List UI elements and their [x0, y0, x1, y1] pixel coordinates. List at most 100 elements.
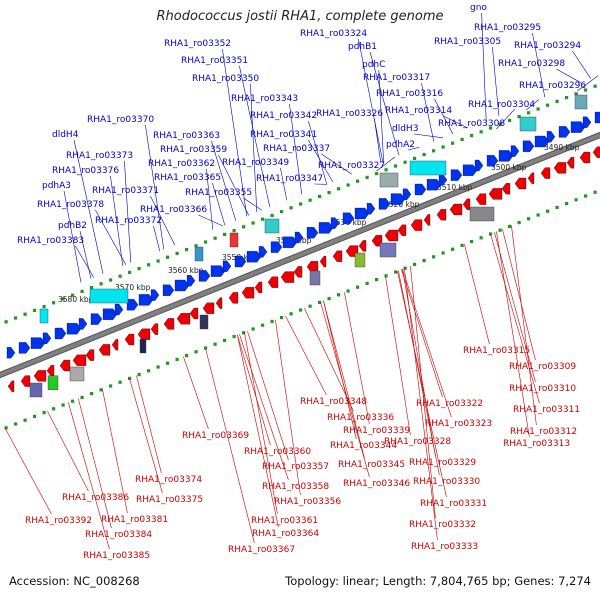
reverse-gene-label: RHA1_ro03358	[262, 482, 329, 492]
homolog-block	[229, 232, 239, 248]
tick-dot-lower	[346, 289, 350, 293]
forward-gene-arrow	[582, 116, 592, 128]
homolog-block	[469, 206, 495, 222]
tick-dot-lower	[527, 217, 531, 221]
reverse-gene-arrow	[267, 276, 279, 288]
reverse-gene-arrow	[527, 172, 535, 184]
tick-dot-upper	[289, 206, 293, 210]
reverse-gene-label: RHA1_ro03369	[182, 431, 249, 441]
topology-text: Topology: linear; Length: 7,804,765 bp; …	[285, 574, 591, 588]
tick-dot-lower	[270, 319, 274, 323]
tick-dot-upper	[441, 145, 445, 149]
reverse-gene-label: RHA1_ro03385	[83, 551, 150, 561]
forward-gene-label: RHA1_ro03349	[222, 158, 289, 168]
tick-dot-upper	[546, 103, 550, 107]
map-title: Rhodococcus jostii RHA1, complete genome	[156, 9, 444, 24]
forward-gene-leader	[95, 209, 127, 265]
forward-gene-label: RHA1_ro03327	[318, 161, 385, 171]
forward-gene-label: RHA1_ro03352	[164, 39, 231, 49]
tick-dot-upper	[422, 153, 426, 157]
forward-gene-leader	[376, 156, 395, 172]
reverse-gene-label: RHA1_ro03332	[409, 520, 476, 530]
forward-gene-leader	[308, 120, 328, 185]
tick-dot-lower	[508, 224, 512, 228]
forward-gene-arrow	[126, 299, 139, 311]
forward-gene-label: dldH4	[52, 130, 79, 140]
reverse-gene-label: RHA1_ro03348	[300, 397, 367, 407]
forward-gene-arrow	[150, 289, 160, 301]
tick-dot-upper	[318, 194, 322, 198]
reverse-gene-arrow	[72, 354, 87, 366]
forward-gene-leader	[280, 167, 288, 201]
forward-gene-arrow	[54, 327, 67, 340]
reverse-gene-arrow	[163, 318, 175, 330]
forward-gene-label: RHA1_ro03383	[17, 236, 84, 246]
forward-gene-label: pdhB2	[58, 221, 87, 231]
homolog-block	[574, 94, 588, 110]
forward-gene-leader	[110, 175, 124, 266]
forward-gene-arrow	[174, 279, 190, 292]
homolog-block	[69, 366, 85, 382]
forward-gene-arrow	[138, 294, 154, 306]
forward-gene-arrow	[78, 318, 88, 330]
reverse-gene-label: RHA1_ro03360	[244, 447, 311, 457]
tick-dot-upper	[118, 274, 122, 278]
tick-label: 3520 kbp	[384, 200, 420, 209]
forward-gene-label: RHA1_ro03308	[438, 119, 505, 129]
forward-gene-leader	[150, 195, 176, 246]
reverse-gene-arrow	[293, 266, 303, 278]
homolog-block	[139, 338, 147, 354]
forward-gene-leader	[577, 75, 599, 92]
forward-gene-leader	[321, 153, 352, 175]
forward-gene-arrow	[18, 342, 31, 354]
reverse-gene-leader	[323, 300, 365, 459]
reverse-gene-label: RHA1_ro03381	[101, 515, 168, 525]
tick-dot-lower	[375, 278, 379, 282]
tick-dot-upper	[508, 118, 512, 122]
reverse-gene-label: RHA1_ro03330	[413, 477, 480, 487]
reverse-gene-leader	[494, 232, 536, 383]
tick-dot-upper	[42, 305, 46, 309]
forward-gene-arrow	[306, 227, 319, 239]
tick-dot-lower	[460, 243, 464, 247]
reverse-gene-arrow	[111, 339, 119, 351]
reverse-gene-leader	[398, 270, 440, 476]
forward-gene-leader	[421, 82, 435, 142]
reverse-gene-arrow	[33, 370, 47, 382]
tick-dot-upper	[527, 111, 531, 115]
reverse-gene-label: RHA1_ro03309	[509, 362, 576, 372]
tick-dot-upper	[498, 122, 502, 126]
tick-dot-upper	[384, 168, 388, 172]
homolog-block	[89, 288, 129, 304]
tick-dot-lower	[175, 357, 179, 361]
forward-gene-arrow	[342, 212, 355, 224]
forward-gene-arrow	[318, 222, 334, 234]
tick-dot-upper	[413, 156, 417, 160]
reverse-gene-arrow	[254, 281, 263, 294]
tick-dot-upper	[555, 99, 559, 103]
forward-gene-label: RHA1_ro03359	[160, 145, 227, 155]
tick-dot-lower	[441, 251, 445, 255]
reverse-gene-arrow	[7, 380, 15, 392]
reverse-gene-arrow	[592, 146, 600, 158]
reverse-gene-label: RHA1_ro03364	[252, 529, 319, 539]
forward-gene-label: RHA1_ro03341	[250, 130, 317, 140]
reverse-gene-leader	[304, 308, 354, 412]
forward-gene-label: RHA1_ro03314	[385, 106, 452, 116]
tick-dot-lower	[4, 426, 8, 430]
tick-dot-lower	[52, 407, 56, 411]
tick-dot-lower	[14, 422, 18, 426]
forward-gene-leader	[407, 147, 420, 151]
homolog-block	[379, 172, 399, 188]
forward-gene-arrow	[546, 131, 556, 143]
tick-dot-lower	[584, 194, 588, 198]
homolog-block	[47, 375, 59, 390]
reverse-gene-leader	[129, 378, 163, 494]
tick-dot-upper	[99, 282, 103, 286]
forward-gene-label: RHA1_ro03376	[52, 166, 119, 176]
reverse-gene-arrow	[410, 219, 423, 231]
reverse-gene-arrow	[566, 157, 575, 169]
tick-dot-upper	[451, 141, 455, 145]
forward-gene-leader	[239, 65, 271, 208]
